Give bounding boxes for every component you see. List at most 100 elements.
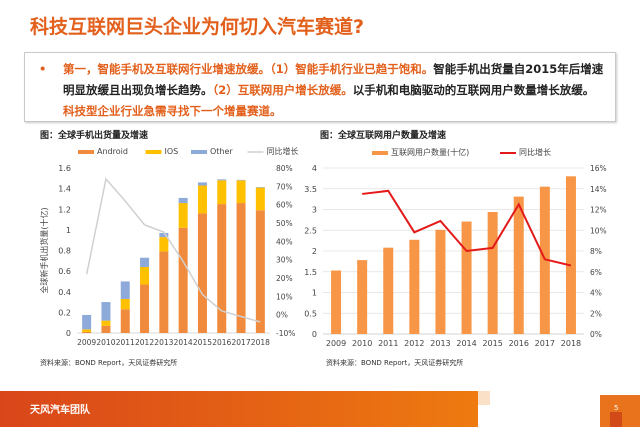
x-tick-label: 2011 <box>116 338 135 347</box>
bar-互联网用户数量(十亿)-2009 <box>331 270 342 334</box>
bar-Android-2010 <box>101 325 111 333</box>
bullet-icon: • <box>39 62 47 76</box>
y-tick-label: 3 <box>312 206 317 215</box>
footer-bar: 天风汽车团队 <box>0 391 478 427</box>
y2-tick-label: 40% <box>276 237 293 246</box>
bar-IOS-2015 <box>197 185 207 214</box>
bar-IOS-2014 <box>178 203 188 228</box>
x-tick-label: 2012 <box>135 338 154 347</box>
page-number: 5 <box>614 404 619 412</box>
y-tick-label: 1.4 <box>58 185 71 194</box>
bar-Other-2013 <box>159 232 169 238</box>
y2-tick-label: 70% <box>276 182 293 191</box>
bar-IOS-2017 <box>236 180 246 204</box>
bar-Other-2010 <box>101 302 111 321</box>
bar-Other-2016 <box>217 179 227 181</box>
legend-swatch <box>191 150 207 154</box>
x-tick-label: 2012 <box>404 339 424 348</box>
decor-square <box>478 391 490 405</box>
y-tick-label: 0 <box>312 330 317 339</box>
x-tick-label: 2017 <box>535 339 555 348</box>
legend-label: Android <box>97 147 128 156</box>
bar-Other-2014 <box>178 197 188 204</box>
bar-互联网用户数量(十亿)-2010 <box>357 260 368 334</box>
y2-tick-label: 20% <box>276 274 293 283</box>
bar-IOS-2013 <box>159 237 169 252</box>
y2-tick-label: 0% <box>590 330 602 339</box>
y2-tick-label: 10% <box>590 226 607 235</box>
bar-IOS-2018 <box>255 187 265 211</box>
bar-Android-2017 <box>236 203 246 333</box>
x-tick-label: 2010 <box>352 339 372 348</box>
bar-互联网用户数量(十亿)-2014 <box>461 221 472 334</box>
bar-互联网用户数量(十亿)-2018 <box>565 176 576 334</box>
x-tick-label: 2014 <box>456 339 476 348</box>
footer-team: 天风汽车团队 <box>30 405 90 416</box>
bar-互联网用户数量(十亿)-2011 <box>383 247 394 334</box>
bar-Android-2014 <box>178 227 188 333</box>
legend-label: Other <box>210 147 233 156</box>
bar-互联网用户数量(十亿)-2016 <box>513 196 524 334</box>
legend-label: IOS <box>165 147 179 156</box>
bar-Android-2013 <box>159 251 169 333</box>
y2-tick-label: 50% <box>276 219 293 228</box>
y-tick-label: 0 <box>66 329 71 338</box>
y2-tick-label: 10% <box>276 292 293 301</box>
y2-tick-label: 6% <box>590 268 602 277</box>
growth-line <box>362 189 572 267</box>
legend-label: 同比增长 <box>267 146 299 156</box>
y-tick-label: 1 <box>312 289 317 298</box>
x-tick-label: 2013 <box>430 339 450 348</box>
y2-tick-label: 4% <box>590 289 602 298</box>
legend-label: 同比增长 <box>519 147 551 157</box>
y-tick-label: 4 <box>312 164 317 173</box>
y2-tick-label: 30% <box>276 256 293 265</box>
y2-tick-label: 80% <box>276 164 293 173</box>
legend-swatch <box>145 150 162 154</box>
bar-Android-2012 <box>140 284 150 333</box>
x-tick-label: 2011 <box>378 339 398 348</box>
chart2-title: 图：全球互联网用户数量及增速 <box>320 131 447 141</box>
point-3: （2）互联网用户增长放缓。 <box>212 83 353 97</box>
bar-互联网用户数量(十亿)-2013 <box>435 229 446 334</box>
y-tick-label: 1 <box>66 226 71 235</box>
x-tick-label: 2018 <box>561 339 581 348</box>
bar-Android-2015 <box>197 213 207 333</box>
x-tick-label: 2014 <box>174 338 193 347</box>
y-tick-label: 2 <box>312 247 317 256</box>
bar-Other-2009 <box>82 314 92 330</box>
x-tick-label: 2010 <box>96 338 115 347</box>
chart1-title: 图：全球手机出货量及增速 <box>40 131 149 141</box>
y2-tick-label: 2% <box>590 309 602 318</box>
y2-tick-label: 0% <box>276 311 288 320</box>
point-1: 第一，智能手机及互联网行业增速放缓。（1）智能手机行业已趋于饱和。 <box>63 62 434 76</box>
y2-tick-label: -10% <box>276 329 295 338</box>
chart1-source: 资料来源：BOND Report，天风证券研究所 <box>40 359 178 367</box>
point-4: 以手机和电脑驱动的互联网用户数量增长放缓。 <box>352 83 595 97</box>
legend-swatch <box>372 151 388 155</box>
y-tick-label: 1.5 <box>304 268 317 277</box>
y-tick-label: 0.8 <box>58 247 71 256</box>
y-tick-label: 2.5 <box>304 226 317 235</box>
y-tick-label: 0.4 <box>58 288 71 297</box>
y-tick-label: 0.2 <box>58 308 71 317</box>
y2-tick-label: 14% <box>590 185 607 194</box>
legend-label: 互联网用户数量(十亿) <box>391 147 469 157</box>
point-5: 科技型企业行业急需寻找下一个增量赛道。 <box>63 104 282 118</box>
x-tick-label: 2009 <box>77 338 96 347</box>
bar-Other-2015 <box>197 182 207 186</box>
x-tick-label: 2017 <box>232 338 251 347</box>
y-tick-label: 0.6 <box>58 267 71 276</box>
chart2-source: 资料来源：BOND Report，天风证券研究所 <box>326 359 464 367</box>
x-tick-label: 2015 <box>193 338 212 347</box>
decor-square <box>610 412 622 427</box>
y2-tick-label: 12% <box>590 206 607 215</box>
bar-Other-2017 <box>236 179 246 181</box>
bar-Android-2016 <box>217 204 227 333</box>
bar-Other-2018 <box>255 187 265 188</box>
bar-互联网用户数量(十亿)-2012 <box>409 239 420 334</box>
y2-tick-label: 16% <box>590 164 607 173</box>
y-tick-label: 0.5 <box>304 309 317 318</box>
bar-IOS-2010 <box>101 320 111 326</box>
